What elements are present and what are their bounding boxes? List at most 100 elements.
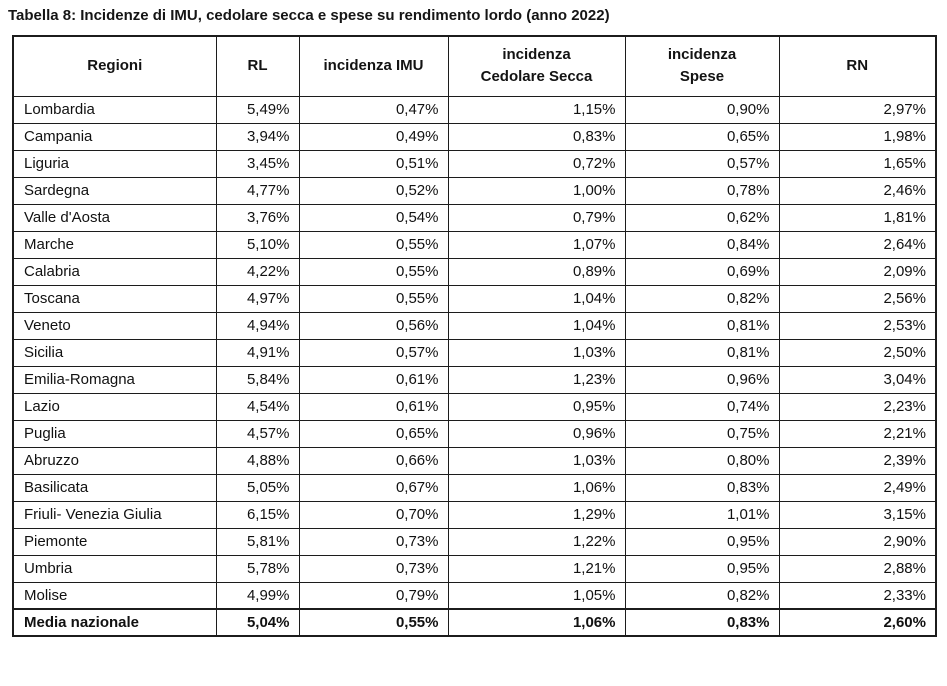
cell-rn: 2,90% <box>778 527 937 556</box>
cell-incidenza-cedolare-secca: 1,23% <box>447 365 626 394</box>
table-row: Lombardia 5,49% 0,47% 1,15% 0,90% 2,97% <box>12 95 937 124</box>
cell-incidenza-spese: 0,81% <box>624 311 780 340</box>
cell-incidenza-imu: 0,65% <box>298 419 449 448</box>
cell-incidenza-cedolare-secca: 0,96% <box>447 419 626 448</box>
cell-incidenza-cedolare-secca: 1,04% <box>447 311 626 340</box>
cell-incidenza-spese: 0,57% <box>624 149 780 178</box>
cell-incidenza-cedolare-secca: 0,89% <box>447 257 626 286</box>
cell-regioni: Veneto <box>12 311 217 340</box>
cell-rl: 3,45% <box>215 149 300 178</box>
cell-incidenza-imu: 0,70% <box>298 500 449 529</box>
total-row: Media nazionale 5,04% 0,55% 1,06% 0,83% 2,60% <box>12 608 937 637</box>
cell-regioni: Lombardia <box>12 95 217 124</box>
table-row: Lazio 4,54% 0,61% 0,95% 0,74% 2,23% <box>12 392 937 421</box>
cell-rn: 2,49% <box>778 473 937 502</box>
cell-incidenza-cedolare-secca: 1,21% <box>447 554 626 583</box>
cell-incidenza-imu: 0,61% <box>298 392 449 421</box>
cell-incidenza-spese: 0,69% <box>624 257 780 286</box>
cell-incidenza-imu: 0,57% <box>298 338 449 367</box>
cell-incidenza-cedolare-secca: 0,79% <box>447 203 626 232</box>
cell-incidenza-cedolare-secca: 1,00% <box>447 176 626 205</box>
cell-incidenza-imu: 0,55% <box>298 608 449 637</box>
cell-rl: 3,76% <box>215 203 300 232</box>
cell-rl: 4,54% <box>215 392 300 421</box>
cell-incidenza-spese: 0,84% <box>624 230 780 259</box>
column-header-rn: RN <box>778 35 937 97</box>
cell-incidenza-spese: 0,90% <box>624 95 780 124</box>
cell-regioni: Marche <box>12 230 217 259</box>
cell-rn: 2,50% <box>778 338 937 367</box>
cell-rl: 4,99% <box>215 581 300 610</box>
column-header-incidenza-cedolare-secca: incidenza Cedolare Secca <box>447 35 626 97</box>
cell-rl: 4,88% <box>215 446 300 475</box>
cell-incidenza-cedolare-secca: 0,72% <box>447 149 626 178</box>
cell-incidenza-spese: 0,78% <box>624 176 780 205</box>
cell-incidenza-spese: 1,01% <box>624 500 780 529</box>
cell-incidenza-imu: 0,55% <box>298 230 449 259</box>
cell-rl: 4,91% <box>215 338 300 367</box>
cell-incidenza-imu: 0,61% <box>298 365 449 394</box>
cell-incidenza-imu: 0,66% <box>298 446 449 475</box>
cell-regioni: Sicilia <box>12 338 217 367</box>
cell-rl: 5,81% <box>215 527 300 556</box>
table-row: Toscana 4,97% 0,55% 1,04% 0,82% 2,56% <box>12 284 937 313</box>
cell-regioni: Campania <box>12 122 217 151</box>
cell-incidenza-spese: 0,62% <box>624 203 780 232</box>
cell-incidenza-spese: 0,95% <box>624 527 780 556</box>
cell-rl: 4,77% <box>215 176 300 205</box>
cell-incidenza-spese: 0,65% <box>624 122 780 151</box>
cell-rn: 3,04% <box>778 365 937 394</box>
cell-regioni: Piemonte <box>12 527 217 556</box>
column-header-incidenza-imu: incidenza IMU <box>298 35 449 97</box>
cell-incidenza-imu: 0,55% <box>298 284 449 313</box>
cell-rl: 4,94% <box>215 311 300 340</box>
cell-incidenza-imu: 0,56% <box>298 311 449 340</box>
cell-rn: 2,46% <box>778 176 937 205</box>
cell-incidenza-imu: 0,55% <box>298 257 449 286</box>
cell-rn: 2,33% <box>778 581 937 610</box>
cell-rl: 6,15% <box>215 500 300 529</box>
cell-incidenza-cedolare-secca: 1,22% <box>447 527 626 556</box>
table-row: Basilicata 5,05% 0,67% 1,06% 0,83% 2,49% <box>12 473 937 502</box>
cell-incidenza-spese: 0,75% <box>624 419 780 448</box>
cell-incidenza-cedolare-secca: 1,06% <box>447 608 626 637</box>
cell-regioni: Friuli- Venezia Giulia <box>12 500 217 529</box>
table-header: Regioni RL incidenza IMU incidenza Cedolare … <box>12 35 937 97</box>
cell-incidenza-imu: 0,49% <box>298 122 449 151</box>
table-row: Puglia 4,57% 0,65% 0,96% 0,75% 2,21% <box>12 419 937 448</box>
cell-incidenza-cedolare-secca: 1,06% <box>447 473 626 502</box>
column-header-incidenza-spese: incidenza Spese <box>624 35 780 97</box>
cell-rn: 1,65% <box>778 149 937 178</box>
cell-incidenza-cedolare-secca: 1,29% <box>447 500 626 529</box>
cell-regioni: Valle d'Aosta <box>12 203 217 232</box>
cell-incidenza-cedolare-secca: 1,15% <box>447 95 626 124</box>
cell-rn: 2,23% <box>778 392 937 421</box>
cell-rl: 5,04% <box>215 608 300 637</box>
cell-regioni: Liguria <box>12 149 217 178</box>
cell-rl: 5,10% <box>215 230 300 259</box>
cell-regioni: Abruzzo <box>12 446 217 475</box>
cell-incidenza-cedolare-secca: 0,95% <box>447 392 626 421</box>
cell-rn: 2,88% <box>778 554 937 583</box>
cell-incidenza-imu: 0,52% <box>298 176 449 205</box>
cell-regioni: Lazio <box>12 392 217 421</box>
cell-incidenza-imu: 0,73% <box>298 527 449 556</box>
cell-incidenza-imu: 0,67% <box>298 473 449 502</box>
table-caption: Tabella 8: Incidenze di IMU, cedolare se… <box>8 7 610 24</box>
data-table: Regioni RL incidenza IMU incidenza Cedolare … <box>12 35 937 637</box>
column-header-regioni: Regioni <box>12 35 217 97</box>
cell-incidenza-imu: 0,47% <box>298 95 449 124</box>
cell-incidenza-spese: 0,83% <box>624 608 780 637</box>
cell-rn: 2,09% <box>778 257 937 286</box>
table-row: Umbria 5,78% 0,73% 1,21% 0,95% 2,88% <box>12 554 937 583</box>
cell-incidenza-spese: 0,74% <box>624 392 780 421</box>
cell-incidenza-spese: 0,81% <box>624 338 780 367</box>
cell-incidenza-spese: 0,95% <box>624 554 780 583</box>
cell-rl: 4,22% <box>215 257 300 286</box>
cell-incidenza-spese: 0,80% <box>624 446 780 475</box>
cell-incidenza-spese: 0,96% <box>624 365 780 394</box>
column-header-rl: RL <box>215 35 300 97</box>
table-row: Sicilia 4,91% 0,57% 1,03% 0,81% 2,50% <box>12 338 937 367</box>
cell-rn: 2,39% <box>778 446 937 475</box>
